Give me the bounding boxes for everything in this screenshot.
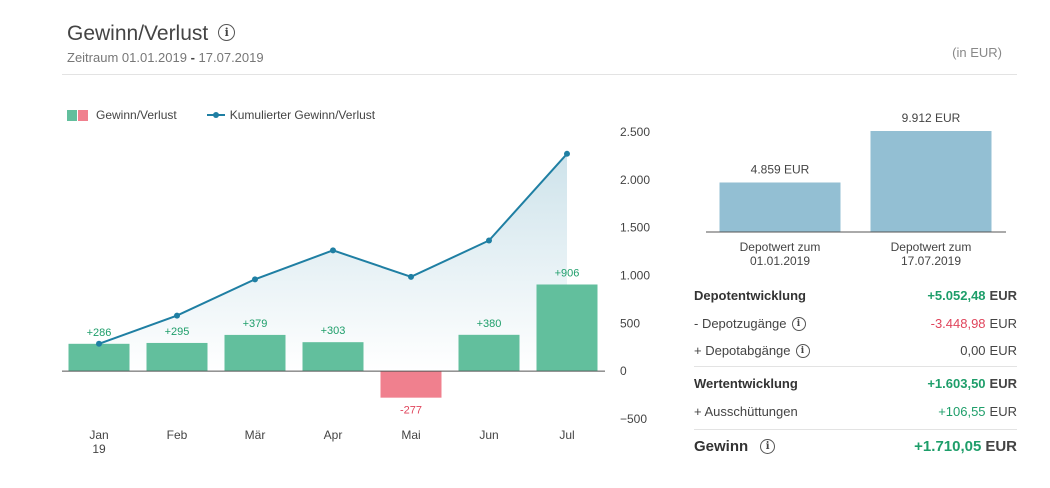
summary-label: Gewinn i [694, 438, 776, 455]
period-start: Zeitraum 01.01.2019 [67, 50, 187, 65]
period-end: 17.07.2019 [198, 50, 264, 65]
info-icon[interactable]: i [218, 23, 236, 41]
chart-legend: Gewinn/Verlust Kumulierter Gewinn/Verlus… [67, 108, 375, 122]
bar-value-label: +295 [165, 326, 190, 338]
summary-currency: EUR [989, 288, 1017, 303]
bar-5[interactable] [458, 334, 520, 372]
x-tick-label: Mai [401, 428, 420, 442]
y-tick-label: 2.000 [620, 173, 650, 187]
summary-label: Depotentwicklung [694, 288, 806, 303]
depot-bar-category: Depotwert zum [891, 240, 972, 254]
summary-label-text: Wertentwicklung [694, 376, 798, 391]
legend-line-label: Kumulierter Gewinn/Verlust [229, 108, 376, 122]
summary-value-number: +5.052,48 [927, 288, 986, 303]
summary-label-text: Depotentwicklung [694, 288, 806, 303]
summary-value-number: +1.710,05 [914, 438, 982, 455]
bar-value-label: +286 [87, 327, 112, 339]
bar-2[interactable] [224, 334, 286, 372]
summary-value: +1.603,50 EUR [927, 376, 1017, 391]
summary-label: Wertentwicklung [694, 376, 798, 391]
summary-value: +5.052,48 EUR [927, 288, 1017, 303]
summary-label-text: - Depotzugänge [694, 316, 787, 331]
x-tick-label: Mär [245, 428, 266, 442]
x-tick-label: Jul [559, 428, 574, 442]
summary-value-number: +106,55 [938, 404, 986, 419]
period-range: Zeitraum 01.01.2019 - 17.07.2019 [67, 50, 264, 65]
cumulative-point[interactable] [408, 273, 414, 280]
summary-currency: EUR [989, 316, 1017, 331]
depot-bar-value: 9.912 EUR [902, 111, 961, 125]
summary-value-number: -3.448,98 [930, 316, 986, 331]
summary-label-text: Gewinn [694, 438, 749, 455]
summary-label-text: + Depotabgänge [694, 343, 791, 358]
summary-currency: EUR [989, 404, 1017, 419]
cumulative-point[interactable] [252, 276, 258, 283]
y-tick-label: 1.000 [620, 269, 650, 283]
y-tick-label: 500 [620, 316, 640, 330]
summary-label: + Depotabgänge i [694, 343, 810, 359]
summary-value: +1.710,05 EUR [914, 438, 1017, 455]
bar-value-label: +379 [243, 318, 268, 330]
bar-4[interactable] [380, 371, 442, 398]
page-title-text: Gewinn/Verlust [67, 22, 209, 45]
summary-value-number: +1.603,50 [927, 376, 986, 391]
period-separator: - [186, 50, 199, 65]
unit-label: (in EUR) [952, 45, 1002, 60]
y-tick-label: 1.500 [620, 221, 650, 235]
cumulative-area [99, 153, 567, 372]
summary-label: - Depotzugänge i [694, 316, 806, 332]
depot-bar-1[interactable] [870, 131, 992, 232]
summary-label: + Ausschüttungen [694, 404, 798, 419]
summary-value: +106,55 EUR [938, 404, 1017, 419]
legend-line-swatch [206, 112, 225, 118]
depot-bar-category: 17.07.2019 [901, 254, 961, 268]
y-tick-label: 0 [620, 364, 627, 378]
bar-value-label: +906 [555, 267, 580, 279]
bar-6[interactable] [536, 284, 598, 372]
header-divider [62, 74, 1017, 75]
summary-currency: EUR [985, 438, 1017, 455]
summary-currency: EUR [989, 343, 1017, 358]
depot-bar-category: Depotwert zum [740, 240, 821, 254]
legend-negative-swatch [78, 109, 88, 121]
depot-bar-value: 4.859 EUR [751, 162, 810, 176]
cumulative-point[interactable] [330, 247, 336, 254]
y-tick-label: 2.500 [620, 125, 650, 139]
summary-value: -3.448,98 EUR [931, 316, 1017, 331]
info-icon[interactable]: i [760, 438, 776, 454]
bar-1[interactable] [146, 342, 208, 372]
bar-0[interactable] [68, 343, 130, 372]
y-tick-label: −500 [620, 412, 647, 426]
bar-3[interactable] [302, 342, 364, 372]
bar-value-label: +303 [321, 325, 346, 337]
summary-value-number: 0,00 [960, 343, 986, 358]
bar-value-label: -277 [400, 405, 422, 417]
legend-positive-swatch [67, 109, 77, 121]
x-tick-label: Jan [89, 428, 108, 442]
cumulative-point[interactable] [96, 340, 102, 347]
cumulative-point[interactable] [564, 150, 570, 157]
info-icon[interactable]: i [795, 343, 810, 358]
summary-divider [694, 429, 1017, 430]
summary-currency: EUR [989, 376, 1017, 391]
x-tick-label: Apr [324, 428, 343, 442]
depot-bar-0[interactable] [719, 182, 841, 232]
summary-label-text: + Ausschüttungen [694, 404, 798, 419]
depot-bar-category: 01.01.2019 [750, 254, 810, 268]
cumulative-point[interactable] [486, 237, 492, 244]
summary-divider [694, 366, 1017, 367]
bar-value-label: +380 [477, 318, 502, 330]
page-title: Gewinn/Verlust i [67, 22, 236, 46]
x-tick-label: Jun [479, 428, 498, 442]
summary-value: 0,00 EUR [960, 343, 1017, 358]
x-tick-label: 19 [92, 442, 106, 456]
x-tick-label: Feb [167, 428, 188, 442]
legend-bars-label: Gewinn/Verlust [96, 108, 177, 122]
cumulative-point[interactable] [174, 312, 180, 319]
info-icon[interactable]: i [791, 316, 806, 331]
